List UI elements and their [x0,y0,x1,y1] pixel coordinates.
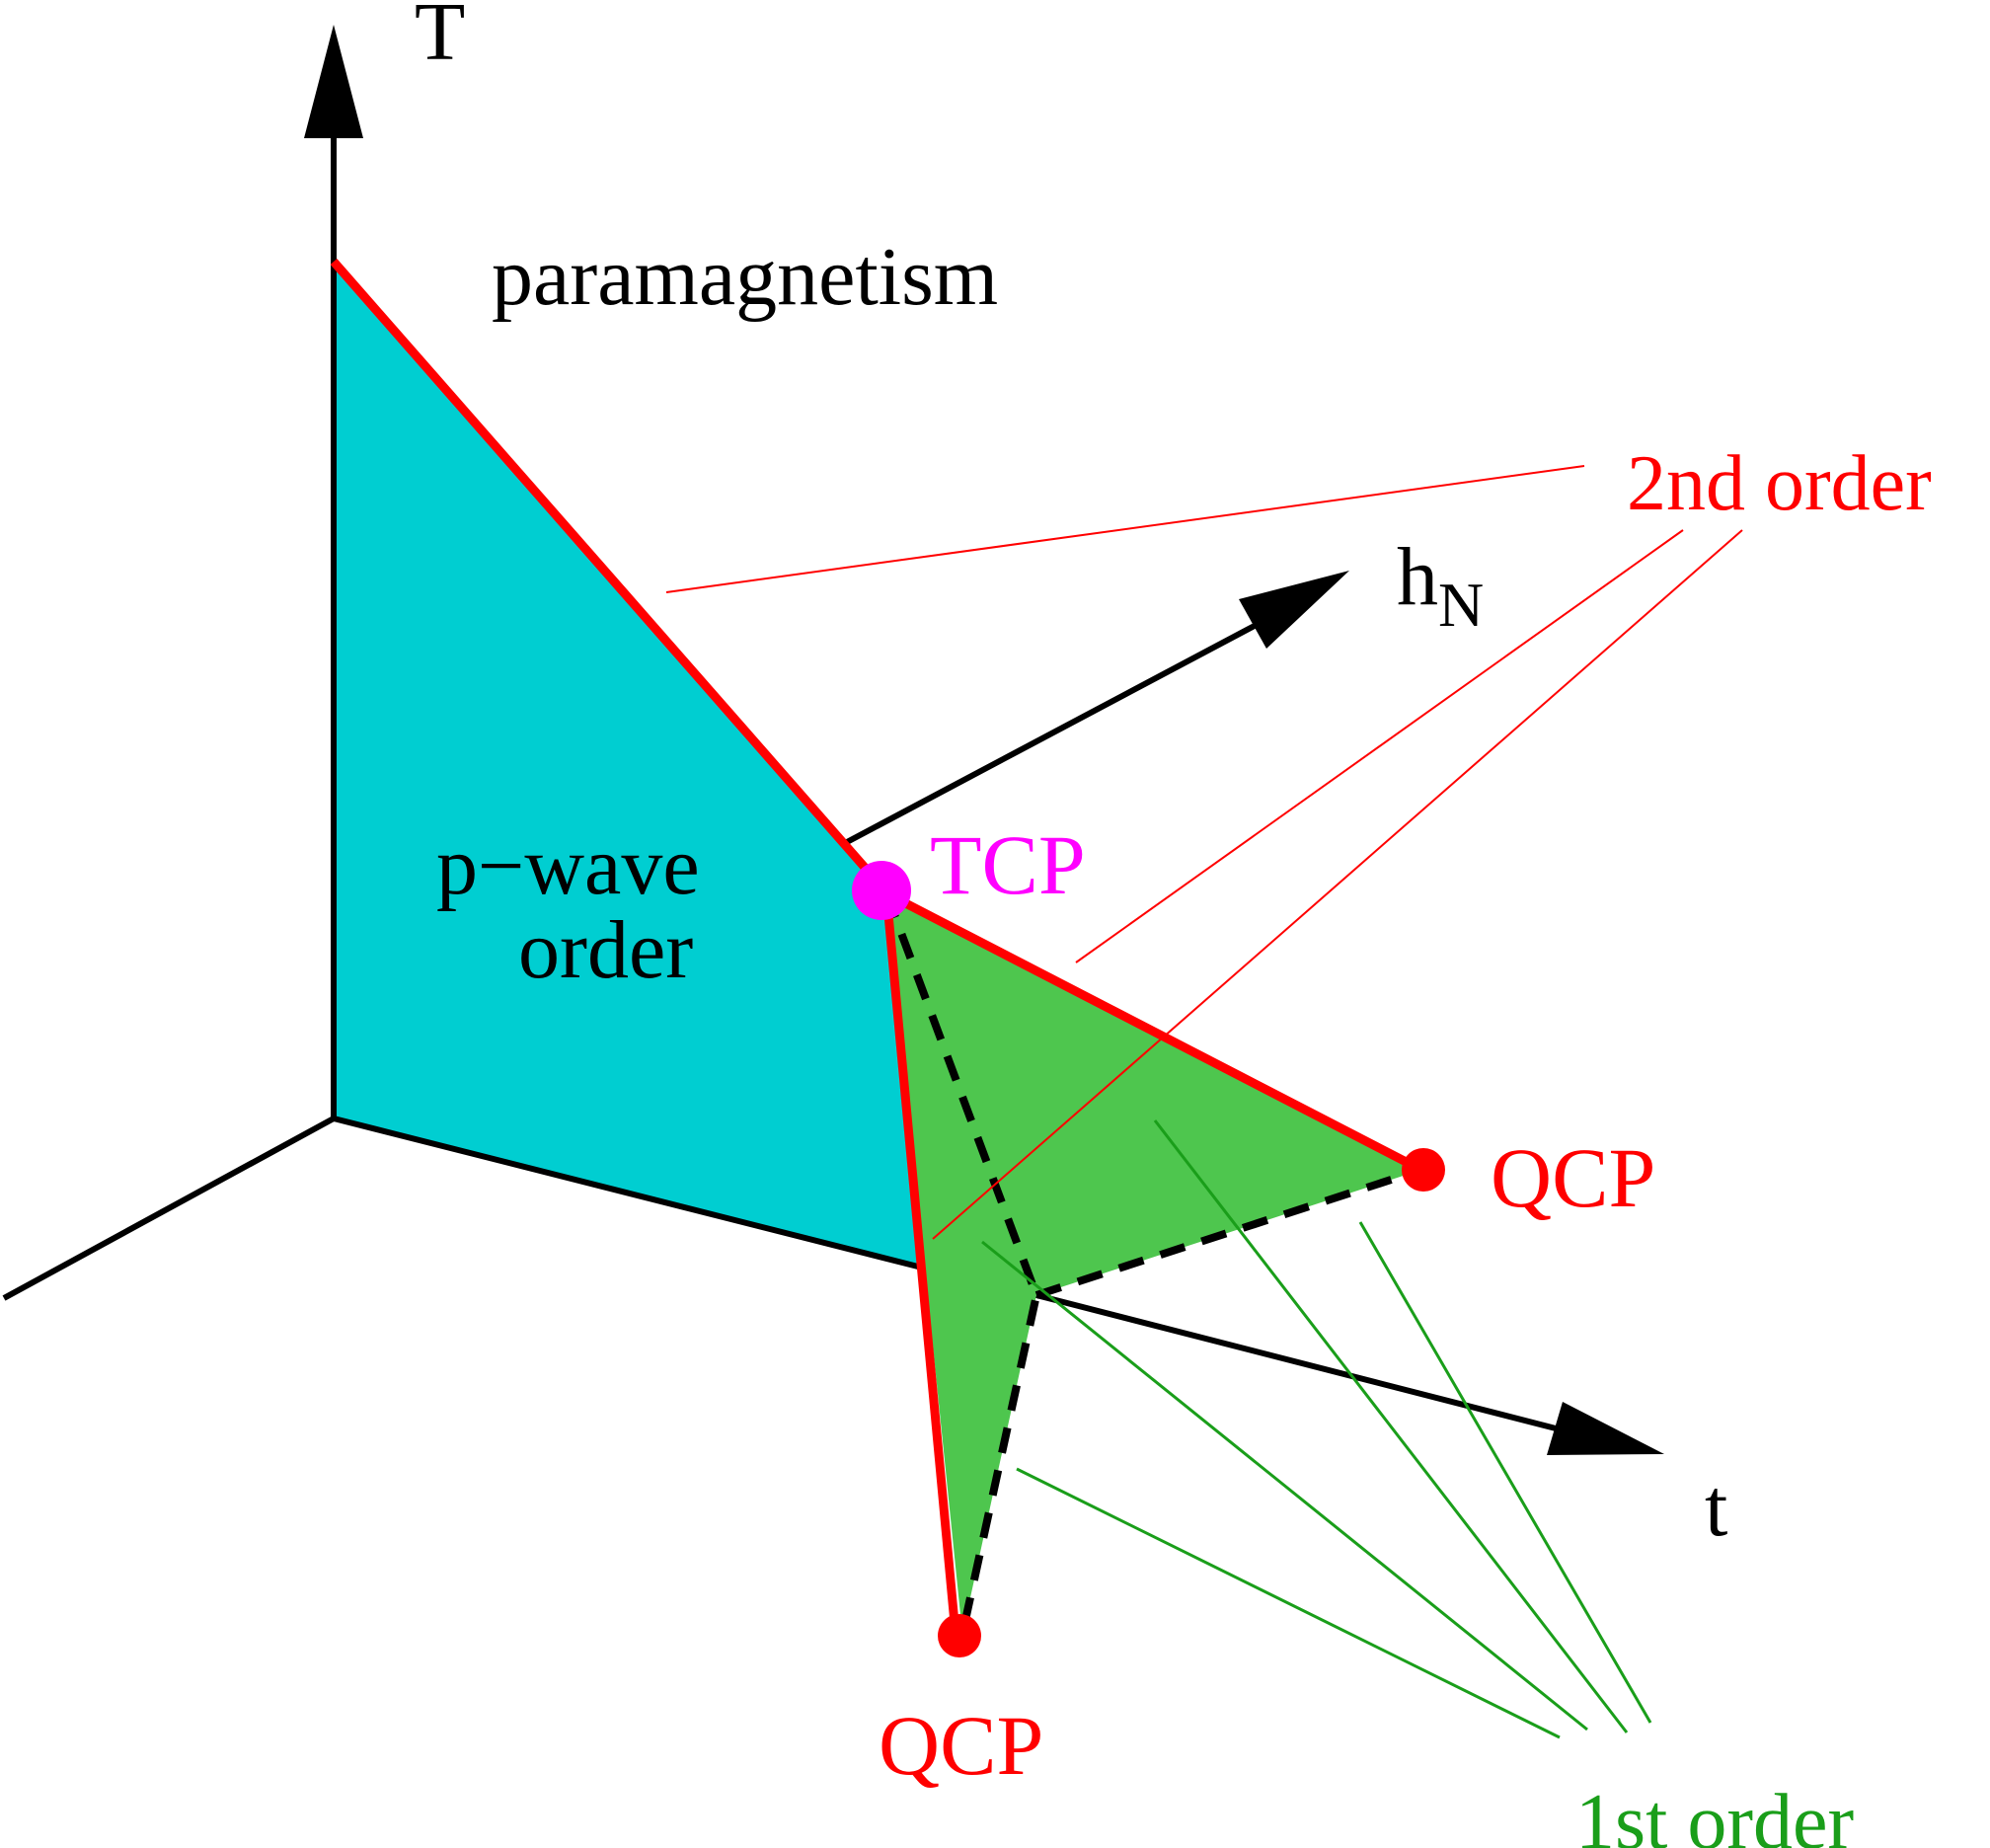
first-order-dashed-boundary-right [1034,1166,1423,1299]
qcp-right-point [1402,1148,1445,1192]
pwave-label-line2: order [518,904,693,996]
second-order-leader-3 [932,529,1743,1240]
tcp-point [852,861,911,920]
first-order-label: 1st order [1575,1779,1854,1848]
second-order-leader-1 [665,465,1585,593]
t-axis-arrowhead [1547,1402,1664,1455]
T-axis-label: T [415,0,465,78]
first-order-leader-4 [1358,1221,1652,1724]
pwave-label-line1: p−wave [436,820,700,912]
second-order-line-upper [330,259,885,889]
base-axis-line [333,1116,919,1270]
t-axis-line-front [1035,1292,1561,1432]
tcp-label: TCP [930,817,1086,912]
first-order-leader-3 [1153,1119,1629,1733]
second-order-line-right [883,889,1424,1174]
hN-axis-line [845,617,1267,845]
pwave-region [334,262,918,1267]
first-order-leader-1 [981,1240,1588,1732]
T-axis-arrowhead [304,25,363,138]
first-order-leader-2 [1016,1467,1561,1739]
hN-axis-label-main: h [1397,531,1438,623]
t-axis-label: t [1705,1462,1727,1554]
second-order-line-lower [881,892,960,1635]
second-order-leader-2 [1075,529,1684,963]
qcp-right-label: QCP [1491,1130,1655,1225]
hN-axis-label: hN [1397,531,1484,640]
paramagnetism-label: paramagnetism [492,231,998,323]
qcp-bottom-label: QCP [879,1698,1043,1793]
second-order-label: 2nd order [1627,440,1932,527]
hN-axis-label-sub: N [1438,570,1484,640]
first-order-region [886,893,1421,1634]
back-left-axis-line [2,1116,336,1301]
hN-axis-arrowhead [1239,571,1349,649]
qcp-bottom-point [938,1614,981,1657]
first-order-dashed-boundary [882,891,1041,1635]
